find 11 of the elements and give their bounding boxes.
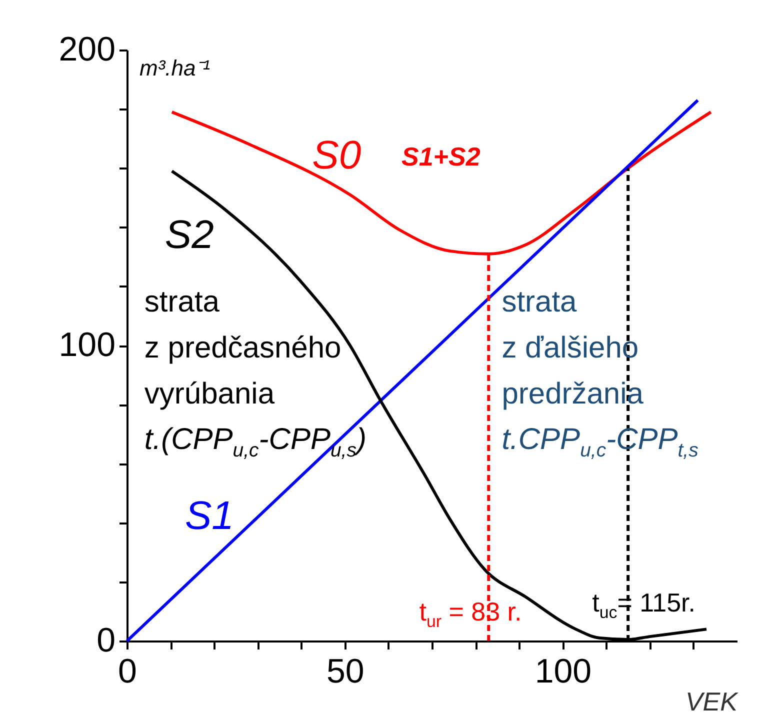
x-tick-label: 50 <box>326 652 364 690</box>
series-label: S0 <box>312 133 362 178</box>
annotation: S1+S2 <box>402 141 481 172</box>
series-label: S2 <box>164 213 214 258</box>
x-axis-title: VEK <box>685 686 740 716</box>
y-tick-label: 0 <box>96 622 116 660</box>
series-label: S1 <box>184 494 234 538</box>
x-tick-label: 100 <box>534 652 592 690</box>
y-tick-label: 100 <box>58 326 116 364</box>
y-axis-title: m³.ha⁻¹ <box>140 56 210 80</box>
y-tick-label: 200 <box>58 30 116 68</box>
